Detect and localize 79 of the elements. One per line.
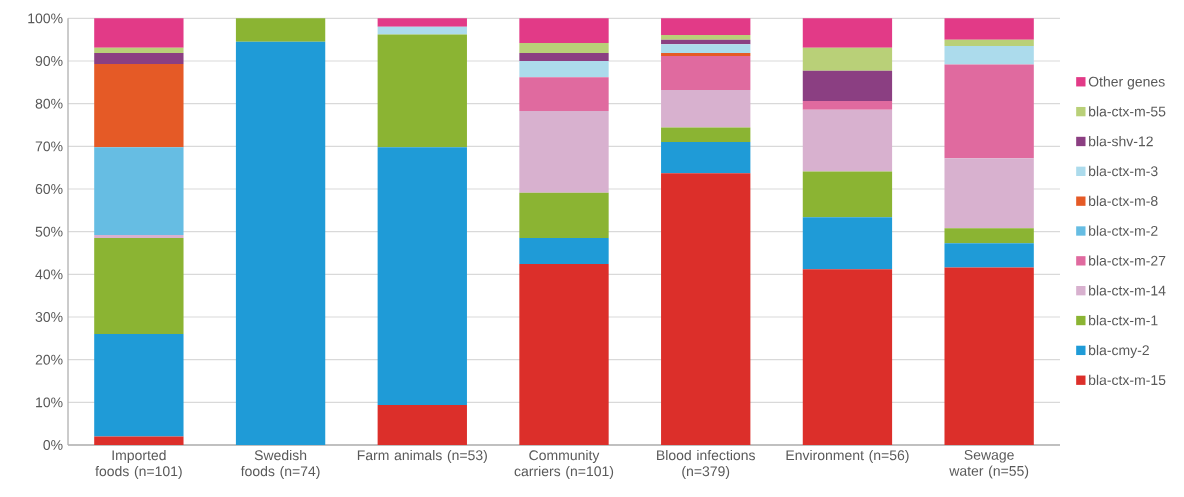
bar xyxy=(944,46,1034,65)
x-tick-label: Sewage water (n=55) xyxy=(949,449,1029,479)
bar xyxy=(661,52,751,56)
legend-label: bla-ctx-m-3 xyxy=(1089,165,1158,177)
bar xyxy=(377,26,467,35)
y-tick-label: 40% xyxy=(35,269,63,280)
legend-label: Other genes xyxy=(1088,76,1165,90)
bar xyxy=(661,142,751,174)
bar xyxy=(94,147,184,236)
bar xyxy=(944,64,1034,159)
bar xyxy=(519,52,609,61)
legend-label: bla-cmy-2 xyxy=(1089,344,1149,358)
bar xyxy=(802,101,893,110)
legend-label: bla-ctx-m-27 xyxy=(1089,255,1166,266)
bar xyxy=(802,171,893,218)
bar xyxy=(94,235,184,239)
bar xyxy=(377,18,467,27)
y-tick-label: 100% xyxy=(28,13,63,24)
legend-label: bla-shv-12 xyxy=(1089,136,1153,147)
y-tick-label: 20% xyxy=(35,354,63,365)
bar xyxy=(802,70,893,102)
y-tick-label: 50% xyxy=(35,226,63,237)
y-tick-label: 60% xyxy=(35,184,63,194)
bar xyxy=(944,39,1034,47)
bar xyxy=(94,238,184,335)
bar xyxy=(661,90,751,128)
x-tick-label: Swedish foods (n=74) xyxy=(240,449,320,479)
bar xyxy=(944,18,1034,40)
legend-label: bla-ctx-m-14 xyxy=(1089,285,1166,296)
bar xyxy=(235,41,326,445)
bar xyxy=(661,55,751,91)
y-tick-label: 70% xyxy=(35,141,63,152)
bar xyxy=(94,334,184,437)
bar xyxy=(661,34,751,40)
bar xyxy=(519,18,609,44)
bar xyxy=(802,109,893,172)
bar xyxy=(235,18,326,42)
bar xyxy=(377,34,467,148)
x-tick-label: Environment (n=56) xyxy=(786,449,909,463)
bar xyxy=(94,52,184,64)
bar xyxy=(519,61,609,78)
bar xyxy=(519,264,609,445)
x-tick-label: Blood infections (n=379) xyxy=(657,449,755,479)
legend-label: bla-ctx-m-15 xyxy=(1089,374,1166,386)
bar xyxy=(661,44,751,53)
bar xyxy=(802,47,893,71)
x-tick-label: Imported foods (n=101) xyxy=(95,449,182,479)
bar xyxy=(802,18,893,48)
bar xyxy=(519,77,609,111)
bar xyxy=(661,127,751,143)
y-tick-label: 0% xyxy=(43,440,63,450)
bar xyxy=(519,110,609,193)
legend-label: bla-ctx-m-8 xyxy=(1089,195,1158,206)
x-tick-label: Farm animals (n=53) xyxy=(357,449,487,463)
bar xyxy=(94,436,184,445)
bar xyxy=(519,238,609,265)
legend-label: bla-ctx-m-55 xyxy=(1089,106,1166,117)
bar xyxy=(661,18,751,35)
bar xyxy=(944,228,1034,244)
bar xyxy=(944,267,1034,445)
bar xyxy=(944,158,1034,229)
bar xyxy=(94,63,184,148)
bar xyxy=(802,269,893,445)
y-tick-label: 30% xyxy=(35,312,63,322)
bar xyxy=(377,404,467,445)
x-tick-label: Community carriers (n=101) xyxy=(514,449,614,479)
bar xyxy=(94,18,184,48)
y-tick-label: 10% xyxy=(36,397,63,408)
bar xyxy=(661,173,751,445)
y-tick-label: 90% xyxy=(35,56,63,66)
legend-label: bla-ctx-m-1 xyxy=(1089,315,1158,326)
bar xyxy=(519,43,609,53)
bar xyxy=(94,47,184,53)
bar xyxy=(802,217,893,270)
legend-label: bla-ctx-m-2 xyxy=(1089,225,1158,236)
bar xyxy=(944,243,1034,268)
bar xyxy=(519,192,609,239)
bar xyxy=(377,147,467,405)
y-tick-label: 80% xyxy=(35,98,63,109)
